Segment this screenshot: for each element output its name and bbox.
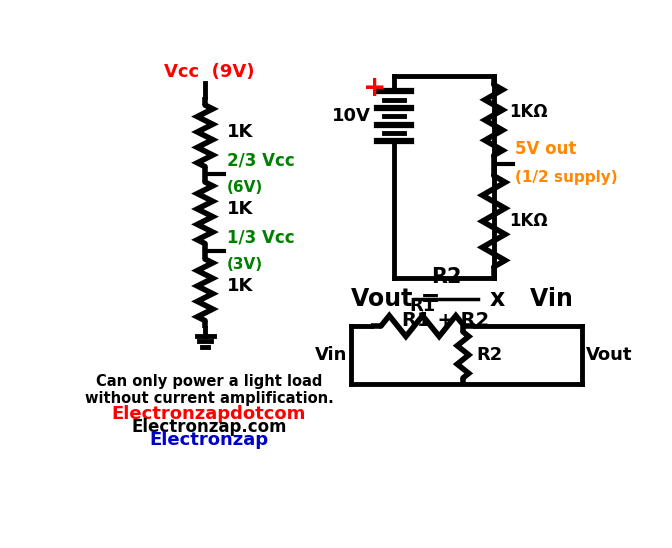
Text: R1 + R2: R1 + R2: [403, 311, 490, 330]
Text: Vin: Vin: [315, 346, 347, 364]
Text: 10V: 10V: [332, 107, 370, 125]
Text: (6V): (6V): [226, 180, 263, 196]
Text: R2: R2: [477, 346, 503, 364]
Text: Vcc  (9V): Vcc (9V): [163, 63, 254, 81]
Text: R1: R1: [409, 297, 435, 315]
Text: Electronzap: Electronzap: [149, 431, 268, 449]
Text: 1K: 1K: [226, 123, 253, 141]
Text: Electronzapdotcom: Electronzapdotcom: [112, 404, 306, 423]
Text: Can only power a light load
without current amplification.: Can only power a light load without curr…: [85, 374, 333, 406]
Text: (1/2 supply): (1/2 supply): [515, 170, 618, 185]
Text: 1K: 1K: [226, 200, 253, 218]
Text: 1/3 Vcc: 1/3 Vcc: [226, 229, 294, 247]
Text: 1K: 1K: [226, 277, 253, 295]
Text: x   Vin: x Vin: [490, 287, 573, 311]
Text: (3V): (3V): [226, 258, 263, 272]
Text: Vout: Vout: [586, 346, 632, 364]
Text: Electronzap.com: Electronzap.com: [131, 418, 287, 436]
Text: 2/3 Vcc: 2/3 Vcc: [226, 152, 294, 170]
Text: R2: R2: [431, 267, 461, 287]
Text: 5V out: 5V out: [515, 140, 577, 158]
Text: 1KΩ: 1KΩ: [509, 104, 548, 121]
Text: Vout =: Vout =: [351, 287, 449, 311]
Text: 1KΩ: 1KΩ: [509, 212, 548, 230]
Text: +: +: [363, 74, 386, 102]
